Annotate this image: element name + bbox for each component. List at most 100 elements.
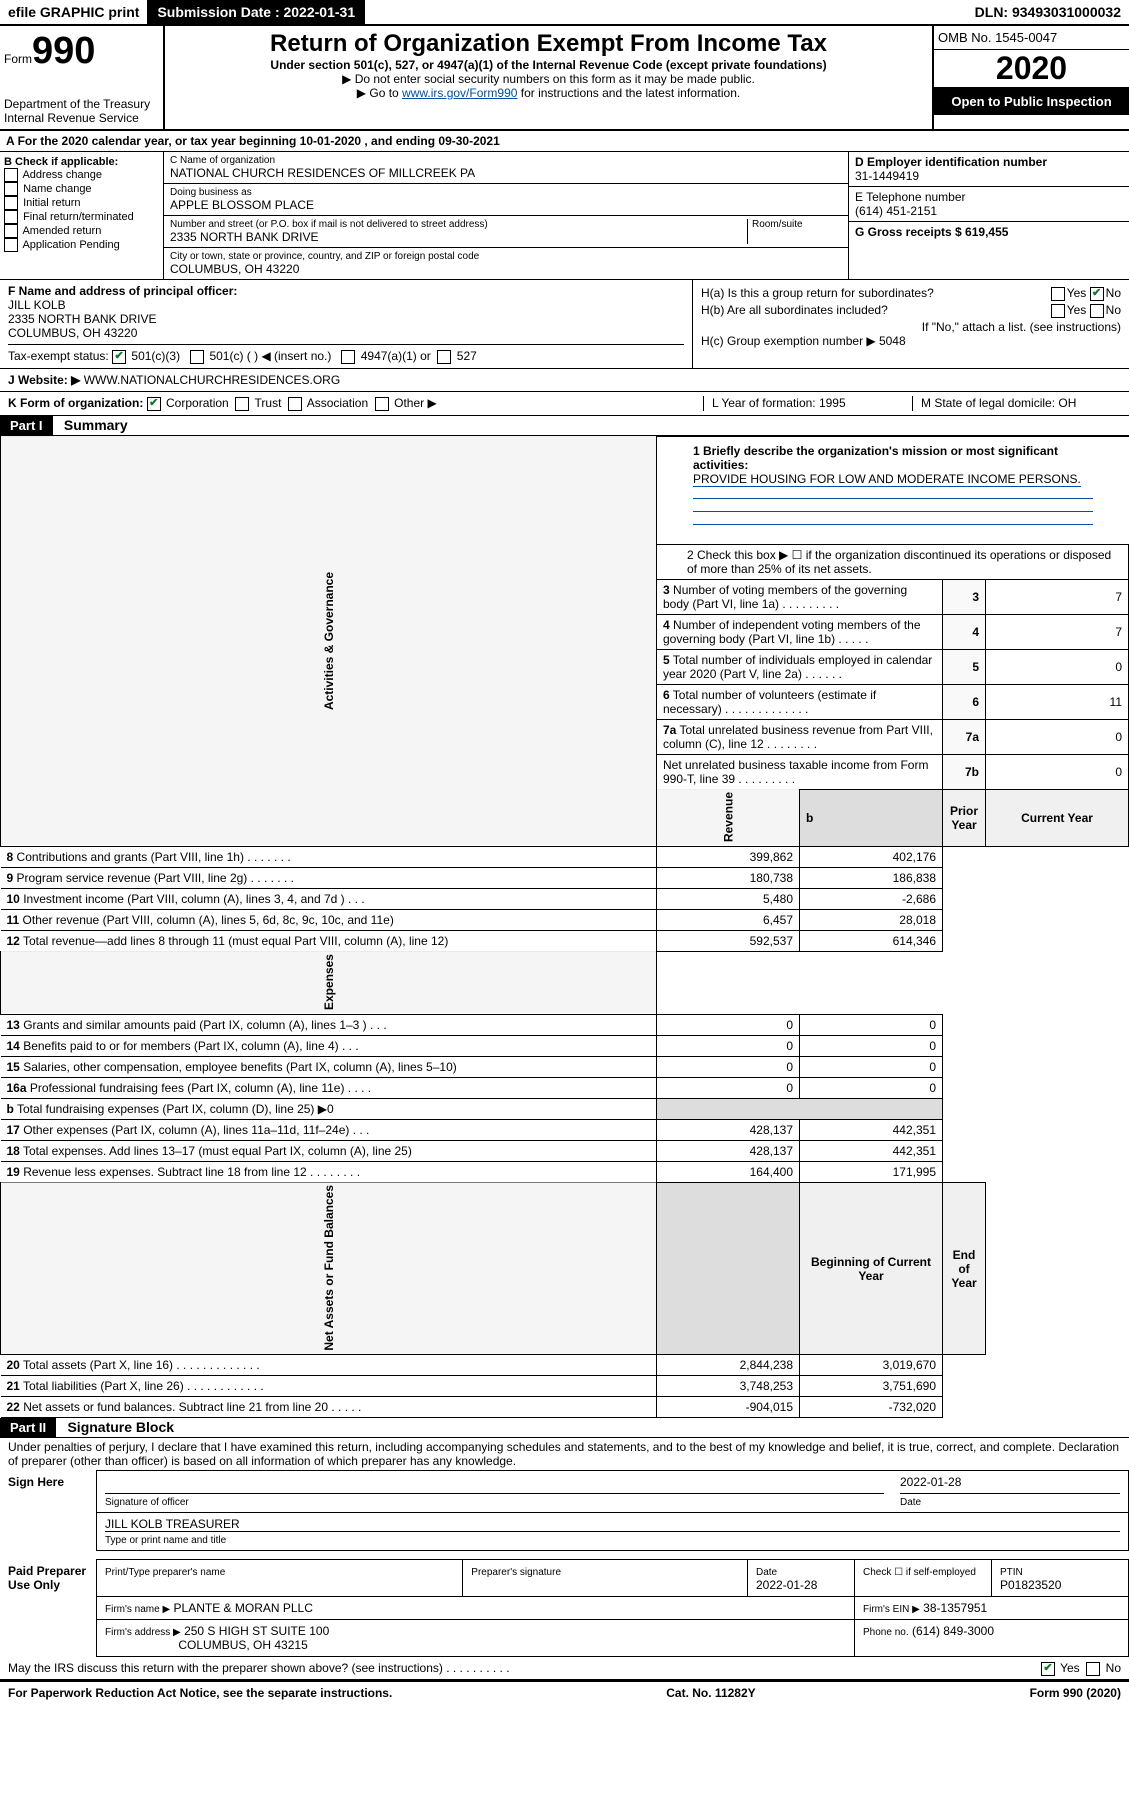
chk-501c3[interactable] xyxy=(112,350,126,364)
chk-initial[interactable] xyxy=(4,196,18,210)
chk-trust[interactable] xyxy=(235,397,249,411)
table-row: 19 Revenue less expenses. Subtract line … xyxy=(1,1161,1129,1182)
paid-preparer-table: Paid Preparer Use Only Print/Type prepar… xyxy=(0,1559,1129,1657)
table-row: 14 Benefits paid to or for members (Part… xyxy=(1,1035,1129,1056)
ptin-value: P01823520 xyxy=(1000,1578,1061,1592)
firm-phone: (614) 849-3000 xyxy=(912,1624,994,1638)
c-name-label: C Name of organization xyxy=(170,155,842,166)
hb-no[interactable] xyxy=(1090,304,1104,318)
chk-assoc[interactable] xyxy=(288,397,302,411)
current-year: 28,018 xyxy=(800,909,943,930)
org-name: NATIONAL CHURCH RESIDENCES OF MILLCREEK … xyxy=(170,166,842,180)
mission-text: PROVIDE HOUSING FOR LOW AND MODERATE INC… xyxy=(693,472,1081,487)
phone-label: E Telephone number xyxy=(855,190,1123,204)
discuss-no[interactable] xyxy=(1086,1662,1100,1676)
section-c: C Name of organization NATIONAL CHURCH R… xyxy=(164,152,849,279)
prior-year: 3,748,253 xyxy=(657,1376,800,1397)
top-bar: efile GRAPHIC print Submission Date : 20… xyxy=(0,0,1129,26)
goto-prefix: ▶ Go to xyxy=(357,86,402,100)
no-label: No xyxy=(1106,1661,1121,1675)
row-desc: 21 Total liabilities (Part X, line 26) .… xyxy=(1,1376,657,1397)
row-key: 3 xyxy=(943,579,986,614)
firm-ein-label: Firm's EIN ▶ xyxy=(863,1604,920,1615)
chk-amended[interactable] xyxy=(4,224,18,238)
opt-4947: 4947(a)(1) or xyxy=(361,349,431,363)
current-year: 402,176 xyxy=(800,846,943,867)
paid-preparer-label: Paid Preparer Use Only xyxy=(0,1560,97,1657)
subtitle-3: ▶ Go to www.irs.gov/Form990 for instruct… xyxy=(169,86,928,100)
city-value: COLUMBUS, OH 43220 xyxy=(170,262,842,276)
current-year: 186,838 xyxy=(800,867,943,888)
ha-yes[interactable] xyxy=(1051,287,1065,301)
part1-title: Summary xyxy=(56,415,136,435)
table-row: b Total fundraising expenses (Part IX, c… xyxy=(1,1098,1129,1119)
part2-title: Signature Block xyxy=(59,1417,182,1437)
table-row: 18 Total expenses. Add lines 13–17 (must… xyxy=(1,1140,1129,1161)
current-year: 3,019,670 xyxy=(800,1355,943,1376)
row-desc: 13 Grants and similar amounts paid (Part… xyxy=(1,1014,657,1035)
chk-final[interactable] xyxy=(4,210,18,224)
row-val: 0 xyxy=(986,754,1129,789)
chk-other[interactable] xyxy=(375,397,389,411)
chk-name[interactable] xyxy=(4,182,18,196)
table-row: 10 Investment income (Part VIII, column … xyxy=(1,888,1129,909)
firm-phone-label: Phone no. xyxy=(863,1627,909,1638)
chk-501c[interactable] xyxy=(190,350,204,364)
table-row: 15 Salaries, other compensation, employe… xyxy=(1,1056,1129,1077)
row-val: 7 xyxy=(986,579,1129,614)
footer: For Paperwork Reduction Act Notice, see … xyxy=(0,1681,1129,1704)
current-year: 3,751,690 xyxy=(800,1376,943,1397)
discuss-yes[interactable] xyxy=(1041,1662,1055,1676)
ha-no[interactable] xyxy=(1090,287,1104,301)
opt-name: Name change xyxy=(23,183,92,195)
chk-app[interactable] xyxy=(4,238,18,252)
chk-527[interactable] xyxy=(437,350,451,364)
side-revenue: Revenue xyxy=(657,789,800,846)
date-label: Date xyxy=(900,1497,921,1508)
tax-year: 2020 xyxy=(934,50,1129,88)
row-desc: 8 Contributions and grants (Part VIII, l… xyxy=(1,846,657,867)
form990-link[interactable]: www.irs.gov/Form990 xyxy=(402,86,517,100)
chk-address[interactable] xyxy=(4,168,18,182)
row-key: 7a xyxy=(943,719,986,754)
pt-sig-label: Preparer's signature xyxy=(471,1567,561,1578)
discuss-label: May the IRS discuss this return with the… xyxy=(8,1661,510,1675)
prior-year: 0 xyxy=(657,1056,800,1077)
ha-label: H(a) Is this a group return for subordin… xyxy=(701,286,934,301)
row-val: 0 xyxy=(986,719,1129,754)
efile-label[interactable]: efile GRAPHIC print xyxy=(0,0,149,24)
ein-value: 31-1449419 xyxy=(855,169,1123,183)
opt-501c: 501(c) ( ) ◀ (insert no.) xyxy=(209,349,331,363)
table-row: 11 Other revenue (Part VIII, column (A),… xyxy=(1,909,1129,930)
row-key: 5 xyxy=(943,649,986,684)
sig-date: 2022-01-28 xyxy=(900,1475,1120,1494)
prior-year: 6,457 xyxy=(657,909,800,930)
current-year: 0 xyxy=(800,1035,943,1056)
subtitle-2: ▶ Do not enter social security numbers o… xyxy=(169,72,928,86)
officer-addr2: COLUMBUS, OH 43220 xyxy=(8,326,137,340)
chk-4947[interactable] xyxy=(341,350,355,364)
row-desc: 22 Net assets or fund balances. Subtract… xyxy=(1,1397,657,1418)
form-prefix: Form xyxy=(4,52,32,66)
row-desc: 9 Program service revenue (Part VIII, li… xyxy=(1,867,657,888)
current-year: 614,346 xyxy=(800,930,943,951)
summary-table: Activities & Governance 1 Briefly descri… xyxy=(0,436,1129,1419)
sig-officer-label: Signature of officer xyxy=(105,1497,189,1508)
sign-here-label: Sign Here xyxy=(0,1471,97,1551)
row-desc: 19 Revenue less expenses. Subtract line … xyxy=(1,1161,657,1182)
prior-year: 164,400 xyxy=(657,1161,800,1182)
prior-year: 0 xyxy=(657,1014,800,1035)
row-val: 7 xyxy=(986,614,1129,649)
opt-final: Final return/terminated xyxy=(23,211,134,223)
row-desc: 7a Total unrelated business revenue from… xyxy=(657,719,943,754)
table-row: 17 Other expenses (Part IX, column (A), … xyxy=(1,1119,1129,1140)
website-row: J Website: ▶ WWW.NATIONALCHURCHRESIDENCE… xyxy=(0,369,1129,392)
street-address: 2335 NORTH BANK DRIVE xyxy=(170,230,743,244)
table-row: 8 Contributions and grants (Part VIII, l… xyxy=(1,846,1129,867)
row-desc: 6 Total number of volunteers (estimate i… xyxy=(657,684,943,719)
dba-value: APPLE BLOSSOM PLACE xyxy=(170,198,842,212)
omb-number: OMB No. 1545-0047 xyxy=(934,26,1129,50)
hb-yes[interactable] xyxy=(1051,304,1065,318)
chk-corp[interactable] xyxy=(147,397,161,411)
dept-treasury: Department of the Treasury xyxy=(4,97,159,111)
